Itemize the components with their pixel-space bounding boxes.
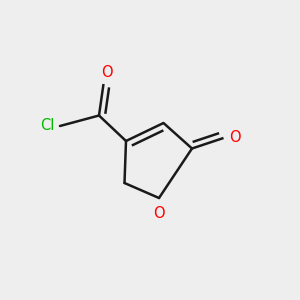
Text: O: O bbox=[153, 206, 165, 221]
Text: O: O bbox=[229, 130, 241, 146]
Text: O: O bbox=[101, 65, 112, 80]
Text: Cl: Cl bbox=[40, 118, 55, 134]
